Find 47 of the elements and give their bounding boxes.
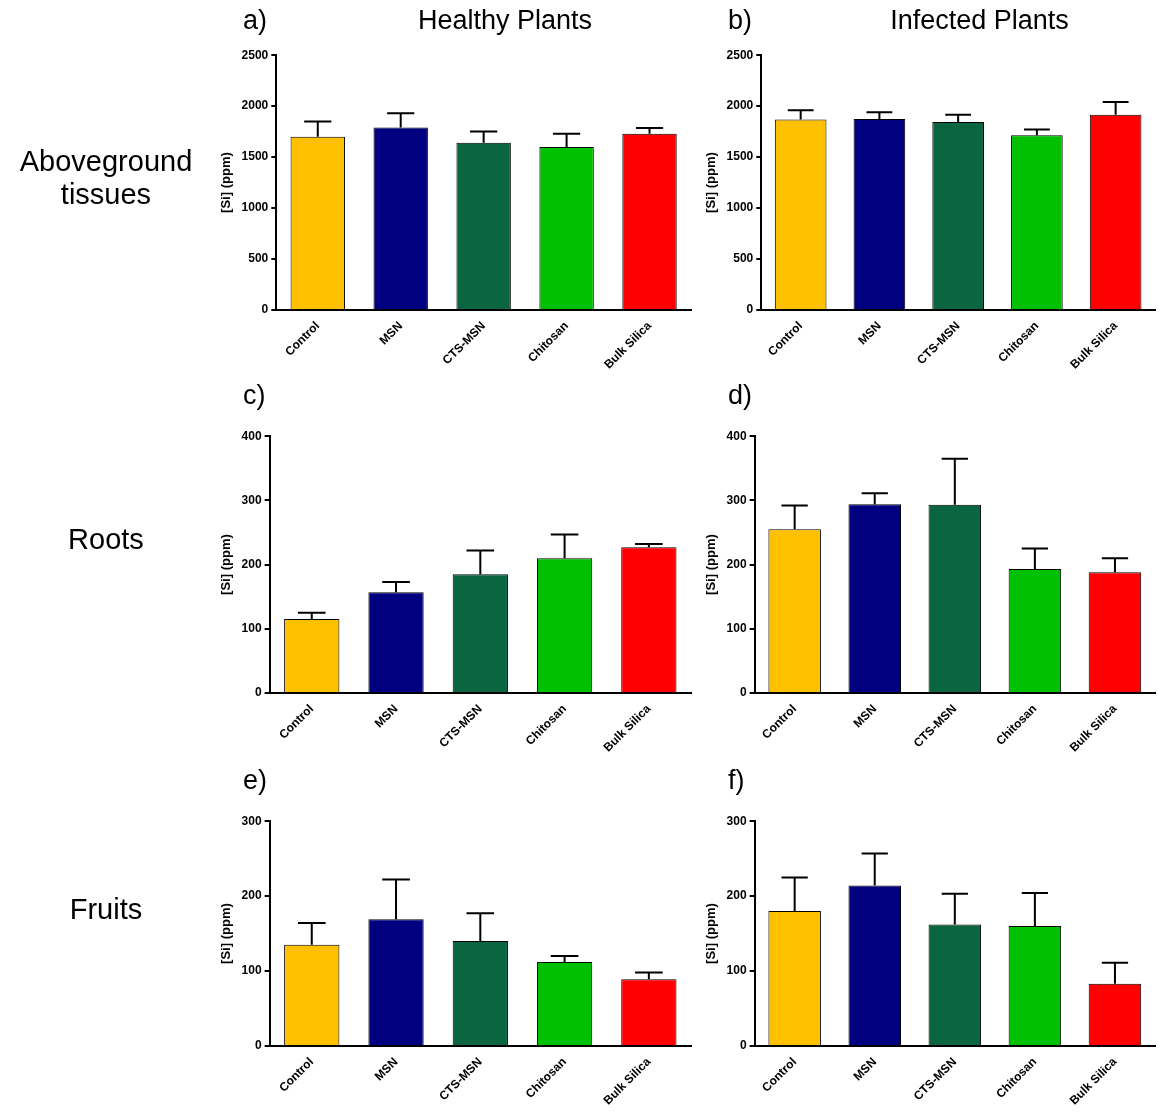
y-tick-label: 300 xyxy=(241,492,262,507)
text: Aboveground tissues xyxy=(18,145,194,211)
chart-title: f) xyxy=(728,765,745,796)
text: Fruits xyxy=(68,893,144,926)
y-tick-label: 1000 xyxy=(241,200,269,215)
y-tick-label: 0 xyxy=(746,302,754,317)
y-tick-label: 300 xyxy=(726,492,747,507)
chart-title: b) xyxy=(728,5,753,36)
y-tick-label: 1000 xyxy=(726,200,754,215)
y-tick-label: 0 xyxy=(739,1038,747,1053)
y-tick-label: 0 xyxy=(739,685,747,700)
y-tick-label: 500 xyxy=(248,251,269,266)
y-axis-title: [Si] (ppm) xyxy=(218,903,234,964)
y-tick-label: 1500 xyxy=(241,149,269,164)
y-tick-label: 200 xyxy=(241,888,262,903)
y-axis-title: [Si] (ppm) xyxy=(703,152,719,213)
y-tick-label: 400 xyxy=(726,428,747,443)
y-tick-label: 500 xyxy=(733,251,754,266)
chart-title: d) xyxy=(728,380,753,411)
y-tick-label: 300 xyxy=(726,813,747,828)
y-tick-label: 100 xyxy=(241,621,262,636)
y-tick-label: 0 xyxy=(261,302,269,317)
y-tick-label: 200 xyxy=(726,556,747,571)
text: Roots xyxy=(67,523,145,556)
y-tick-label: 2500 xyxy=(726,47,754,62)
y-tick-label: 300 xyxy=(241,813,262,828)
y-axis-title: [Si] (ppm) xyxy=(703,903,719,964)
y-tick-label: 2000 xyxy=(726,98,754,113)
y-axis-title: [Si] (ppm) xyxy=(218,152,234,213)
y-tick-label: 100 xyxy=(726,963,747,978)
chart-title: c) xyxy=(243,380,266,411)
y-tick-label: 0 xyxy=(254,685,262,700)
y-tick-label: 1500 xyxy=(726,149,754,164)
chart-title: a) xyxy=(243,5,268,36)
y-axis-title: [Si] (ppm) xyxy=(703,534,719,595)
y-tick-label: 2500 xyxy=(241,47,269,62)
y-tick-label: 2000 xyxy=(241,98,269,113)
y-tick-label: 100 xyxy=(241,963,262,978)
y-tick-label: 0 xyxy=(254,1038,262,1053)
chart-subtitle: Healthy Plants xyxy=(416,5,594,36)
y-tick-label: 200 xyxy=(241,556,262,571)
chart-title: e) xyxy=(243,765,268,796)
y-tick-label: 100 xyxy=(726,621,747,636)
chart-subtitle: Infected Plants xyxy=(889,5,1070,36)
y-tick-label: 200 xyxy=(726,888,747,903)
y-tick-label: 400 xyxy=(241,428,262,443)
y-axis-title: [Si] (ppm) xyxy=(218,534,234,595)
